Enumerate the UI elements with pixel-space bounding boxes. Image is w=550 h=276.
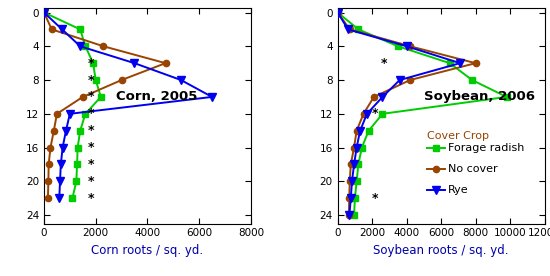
Text: *: * [381, 57, 387, 70]
Text: *: * [88, 91, 95, 104]
Text: Rye: Rye [448, 185, 469, 195]
Text: *: * [88, 73, 95, 87]
Text: *: * [88, 141, 95, 154]
Text: Cover Crop: Cover Crop [427, 131, 490, 141]
Text: *: * [372, 192, 378, 205]
Text: Soybean, 2006: Soybean, 2006 [424, 91, 535, 104]
Text: Corn, 2005: Corn, 2005 [117, 91, 198, 104]
X-axis label: Soybean roots / sq. yd.: Soybean roots / sq. yd. [373, 244, 509, 257]
Text: *: * [88, 57, 95, 70]
X-axis label: Corn roots / sq. yd.: Corn roots / sq. yd. [91, 244, 204, 257]
Text: *: * [372, 107, 378, 120]
Text: *: * [88, 192, 95, 205]
Text: Forage radish: Forage radish [448, 143, 524, 153]
Text: No cover: No cover [448, 164, 498, 174]
Text: *: * [88, 107, 95, 120]
Text: *: * [88, 158, 95, 171]
Text: *: * [88, 175, 95, 188]
Text: *: * [88, 124, 95, 137]
